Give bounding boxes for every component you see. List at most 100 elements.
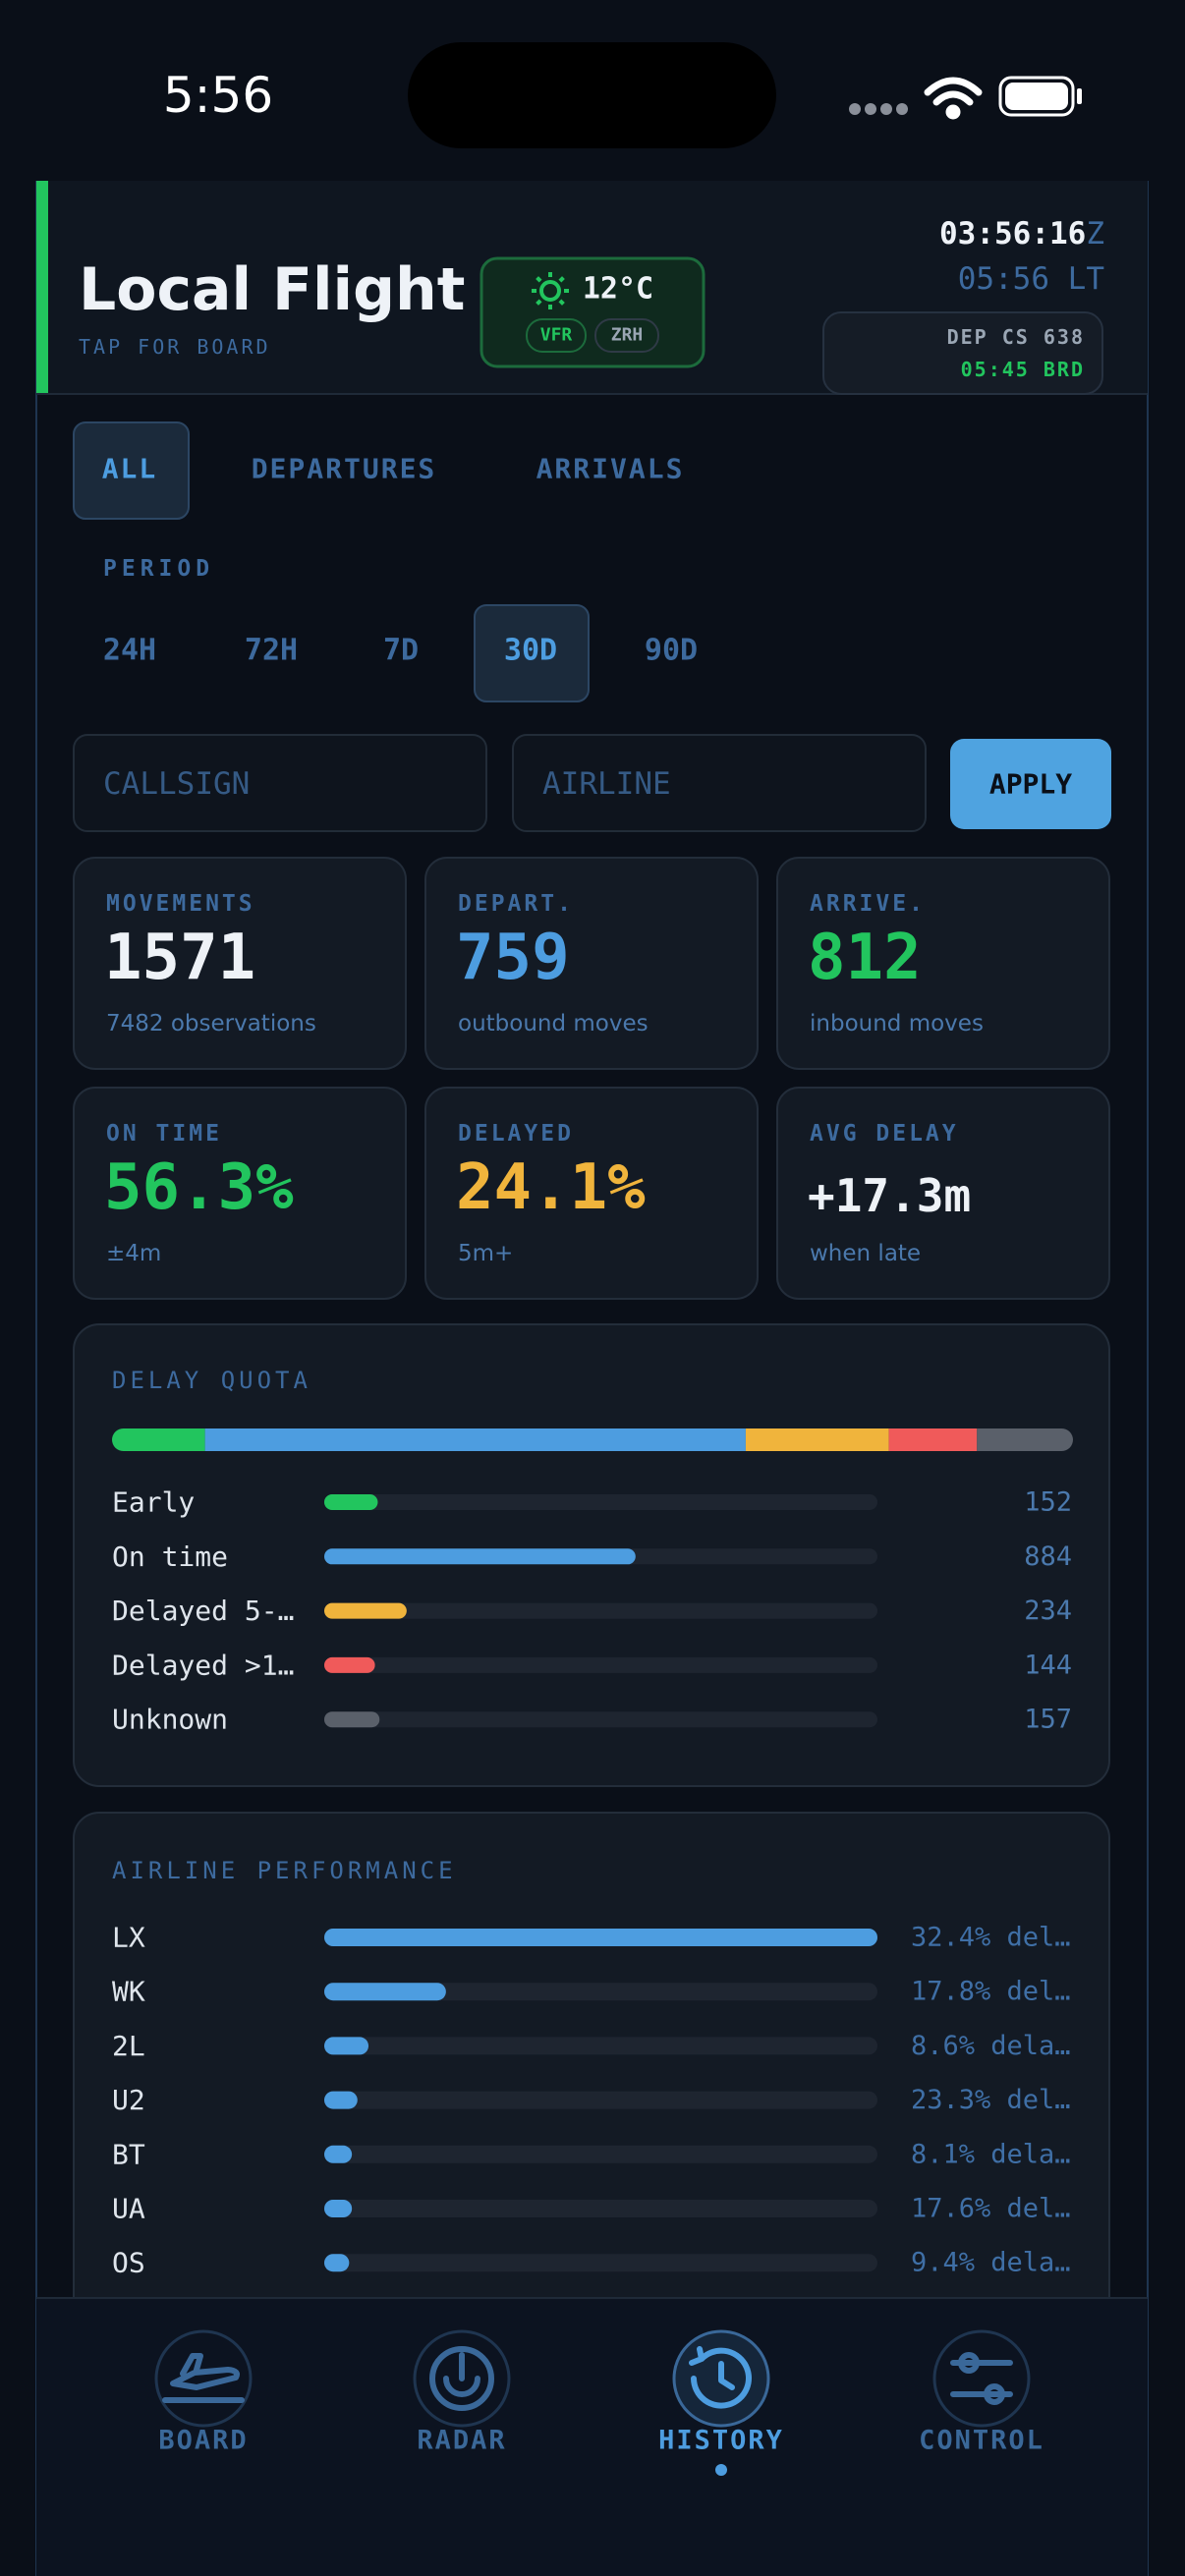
- weather-box[interactable]: [480, 256, 705, 368]
- airline-delay: 9.4% dela…: [911, 2248, 1071, 2278]
- quota-stack: [112, 1428, 1073, 1451]
- airline-bar: [324, 2200, 353, 2217]
- battery-tip: [1077, 88, 1082, 104]
- stat-label: DEPART.: [458, 891, 574, 917]
- stat-card: [73, 857, 407, 1070]
- quota-value: 144: [1024, 1650, 1072, 1680]
- stat-value: 24.1%: [456, 1151, 646, 1224]
- apply-label[interactable]: APPLY: [989, 768, 1072, 801]
- nav-label[interactable]: BOARD: [158, 2426, 248, 2456]
- utc-clock: 03:56:16Z: [939, 216, 1104, 252]
- stat-label: DELAYED: [458, 1121, 574, 1147]
- nav-label[interactable]: RADAR: [417, 2426, 506, 2456]
- card-title: DELAY QUOTA: [112, 1367, 311, 1394]
- station-pill: [594, 318, 659, 353]
- sun-ray: [536, 299, 542, 306]
- tab[interactable]: DEPARTURES: [252, 453, 437, 485]
- airline-track: [324, 2091, 877, 2109]
- airline-input[interactable]: [512, 734, 927, 832]
- stat-card: [424, 1087, 759, 1300]
- nav-icon: [950, 2352, 1013, 2405]
- nav-icon-ring[interactable]: [932, 2329, 1031, 2428]
- weather-icon: [532, 272, 569, 309]
- airline-code: BT: [112, 2138, 145, 2170]
- quota-label: On time: [112, 1540, 228, 1573]
- period-chip[interactable]: 72H: [245, 634, 298, 668]
- status-time: 5:56: [163, 67, 273, 124]
- airline-bar: [324, 2091, 358, 2109]
- dynamic-island: [408, 42, 776, 148]
- period-chip[interactable]: 7D: [383, 634, 419, 668]
- local-time: 05:56 LT: [958, 261, 1104, 297]
- quota-value: 234: [1024, 1596, 1072, 1626]
- quota-bar: [324, 1548, 636, 1565]
- stat-note: when late: [810, 1241, 921, 1266]
- airline-delay: 17.6% del…: [911, 2194, 1071, 2224]
- airline-track: [324, 2037, 877, 2055]
- quota-label: Delayed >1…: [112, 1649, 294, 1681]
- quota-value: 152: [1024, 1487, 1072, 1518]
- quota-segment: [745, 1428, 889, 1451]
- quota-label: Early: [112, 1486, 195, 1519]
- airline-code: 2L: [112, 2030, 145, 2062]
- stat-value: 759: [456, 922, 570, 994]
- next-status: 05:45 BRD: [961, 358, 1085, 381]
- quota-track: [324, 1602, 877, 1619]
- airline-delay: 23.3% del…: [911, 2085, 1071, 2115]
- stat-note: 7482 observations: [106, 1011, 316, 1036]
- airline-bar: [324, 2254, 350, 2272]
- tab[interactable]: ALL: [102, 453, 158, 485]
- quota-value: 884: [1024, 1541, 1072, 1572]
- airline-bar: [324, 2145, 353, 2163]
- quota-segment: [112, 1428, 205, 1451]
- callsign-input[interactable]: [73, 734, 487, 832]
- wifi-icon: [924, 77, 983, 120]
- airline-delay: 32.4% del…: [911, 1923, 1071, 1953]
- stat-value: 812: [808, 922, 922, 994]
- nav-label[interactable]: HISTORY: [658, 2426, 784, 2456]
- nav-indicator: [715, 2464, 727, 2476]
- airline-track: [324, 1983, 877, 2001]
- utc-suffix: Z: [1086, 216, 1104, 252]
- airline-delay: 17.8% del…: [911, 1977, 1071, 2007]
- airline-track: [324, 2145, 877, 2163]
- quota-label: Unknown: [112, 1704, 228, 1736]
- stat-label: ON TIME: [106, 1121, 222, 1147]
- tab[interactable]: ARRIVALS: [536, 453, 685, 485]
- nav-label[interactable]: CONTROL: [919, 2426, 1044, 2456]
- nav-icon-ring[interactable]: [413, 2329, 511, 2428]
- period-chip[interactable]: 30D: [504, 634, 557, 668]
- airline-bar: [324, 1929, 877, 1946]
- airline-code: OS: [112, 2247, 145, 2279]
- stat-label: AVG DELAY: [810, 1121, 959, 1147]
- quota-segment: [888, 1428, 978, 1451]
- header-accent: [36, 181, 48, 394]
- nav-icon: [429, 2346, 494, 2411]
- quota-bar: [324, 1711, 380, 1728]
- period-chip[interactable]: 24H: [103, 634, 156, 668]
- battery-level: [1005, 83, 1068, 110]
- apply-button[interactable]: [950, 739, 1111, 829]
- quota-track: [324, 1711, 877, 1728]
- temperature: 12°C: [583, 272, 653, 307]
- callsign-input-placeholder: CALLSIGN: [103, 766, 250, 802]
- nav-icon: [162, 2353, 245, 2403]
- quota-track: [324, 1656, 877, 1673]
- flight-rules: VFR: [540, 325, 573, 346]
- airline-track: [324, 2254, 877, 2272]
- airline-code: WK: [112, 1976, 145, 2008]
- quota-value: 157: [1024, 1705, 1072, 1735]
- quota-segment: [977, 1428, 1073, 1451]
- quota-label: Delayed 5-…: [112, 1595, 294, 1627]
- nav-icon-ring[interactable]: [154, 2329, 253, 2428]
- period-chip[interactable]: 90D: [645, 634, 698, 668]
- station: ZRH: [611, 325, 644, 346]
- stat-value: +17.3m: [808, 1169, 971, 1222]
- stat-note: ±4m: [106, 1241, 161, 1266]
- period-selected: [474, 604, 590, 702]
- airline-delay: 8.1% dela…: [911, 2139, 1071, 2169]
- stat-label: ARRIVE.: [810, 891, 926, 917]
- stat-value: 56.3%: [104, 1151, 294, 1224]
- airline-bar: [324, 1983, 446, 2001]
